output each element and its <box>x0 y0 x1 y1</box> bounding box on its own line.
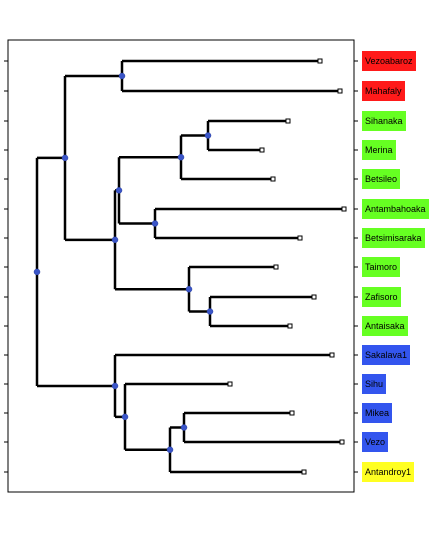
leaf-label: Merina <box>362 140 396 160</box>
leaf-marker <box>259 147 265 153</box>
internal-node-dot <box>204 132 212 139</box>
leaf-marker <box>311 294 317 300</box>
leaf-label: Vezoabaroz <box>362 51 416 71</box>
leaf-label: Mahafaly <box>362 81 405 101</box>
leaf-marker <box>339 439 345 445</box>
internal-node-dot <box>115 187 123 194</box>
leaf-label: Taimoro <box>362 257 401 277</box>
leaf-marker <box>317 58 323 64</box>
internal-nodes <box>33 72 214 453</box>
internal-node-dot <box>118 72 126 80</box>
internal-node-dot <box>61 154 69 162</box>
internal-node-dot <box>121 413 129 421</box>
leaf-label: Antaisaka <box>362 316 408 336</box>
leaf-markers <box>227 58 347 475</box>
leaf-marker <box>297 235 303 241</box>
leaf-label: Betsimisaraka <box>362 228 425 248</box>
leaf-marker <box>285 118 291 124</box>
internal-node-dot <box>33 268 41 276</box>
leaf-marker <box>329 352 335 358</box>
leaf-label: Sihu <box>362 374 387 394</box>
leaf-marker <box>301 469 307 475</box>
leaf-label: Antandroy1 <box>362 462 415 482</box>
leaf-label: Betsileo <box>362 169 401 189</box>
tick-marks <box>4 60 358 473</box>
internal-node-dot <box>166 446 174 453</box>
internal-node-dot <box>177 154 185 161</box>
leaf-marker <box>287 323 293 329</box>
leaf-label: Mikea <box>362 403 393 423</box>
leaf-label: Sakalava1 <box>362 345 411 365</box>
plot-frame <box>7 39 355 493</box>
leaf-marker <box>289 410 295 416</box>
branches <box>35 59 344 474</box>
leaf-marker <box>227 381 233 387</box>
leaf-marker <box>341 206 347 212</box>
leaf-label: Vezo <box>362 432 389 452</box>
internal-node-dot <box>185 286 193 293</box>
internal-node-dot <box>151 220 159 227</box>
leaf-label: Zafisoro <box>362 287 401 307</box>
leaf-label: Sihanaka <box>362 111 406 131</box>
internal-node-dot <box>180 424 188 431</box>
leaf-marker <box>273 264 279 270</box>
internal-node-dot <box>111 236 119 244</box>
leaf-marker <box>337 88 343 94</box>
leaf-marker <box>270 176 276 182</box>
leaf-label: Antambahoaka <box>362 199 429 219</box>
internal-node-dot <box>206 308 214 315</box>
internal-node-dot <box>111 382 119 390</box>
